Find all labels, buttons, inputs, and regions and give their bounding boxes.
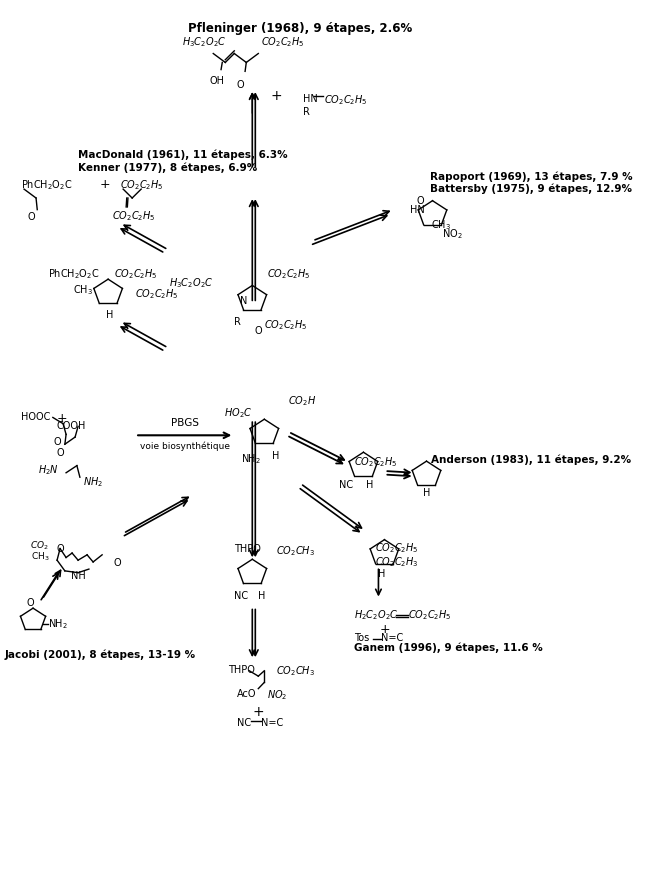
Text: THPO: THPO — [228, 665, 255, 674]
Text: CH$_3$: CH$_3$ — [73, 283, 93, 296]
Text: $CO_2C_2H_5$: $CO_2C_2H_5$ — [120, 178, 164, 192]
Text: Kenner (1977), 8 étapes, 6.9%: Kenner (1977), 8 étapes, 6.9% — [78, 162, 257, 173]
Text: +: + — [379, 623, 390, 636]
Text: $CO_2$: $CO_2$ — [30, 540, 49, 552]
Text: O: O — [113, 558, 121, 567]
Text: COOH: COOH — [56, 421, 86, 431]
Text: HN: HN — [409, 205, 424, 215]
Text: PBGS: PBGS — [171, 418, 199, 428]
Text: R: R — [303, 107, 310, 117]
Text: Tos: Tos — [355, 633, 370, 643]
Text: PhCH$_2$O$_2$C: PhCH$_2$O$_2$C — [21, 178, 72, 192]
Text: Ganem (1996), 9 étapes, 11.6 %: Ganem (1996), 9 étapes, 11.6 % — [355, 642, 543, 653]
Text: $H_3C_2O_2C$: $H_3C_2O_2C$ — [182, 36, 226, 49]
Text: NC: NC — [234, 591, 249, 600]
Text: +: + — [57, 412, 68, 425]
Text: $H_3C_2O_2C$: $H_3C_2O_2C$ — [168, 277, 213, 290]
Text: AcO: AcO — [238, 689, 257, 698]
Text: $NO_2$: $NO_2$ — [267, 689, 288, 702]
Text: $CO_2CH_3$: $CO_2CH_3$ — [276, 544, 315, 558]
Text: N: N — [240, 296, 247, 306]
Text: H: H — [106, 310, 114, 319]
Text: $CO_2C_2H_5$: $CO_2C_2H_5$ — [376, 541, 419, 555]
Text: O: O — [56, 448, 64, 458]
Text: O: O — [53, 437, 61, 447]
Text: R: R — [234, 317, 241, 326]
Text: $CO_2C_2H_5$: $CO_2C_2H_5$ — [135, 287, 179, 301]
Text: H: H — [423, 488, 430, 498]
Text: O: O — [28, 212, 35, 222]
Text: $H_2N$: $H_2N$ — [38, 463, 59, 477]
Text: PhCH$_2$O$_2$C: PhCH$_2$O$_2$C — [48, 268, 99, 281]
Text: H: H — [272, 451, 280, 461]
Text: $CO_2H$: $CO_2H$ — [288, 394, 316, 408]
Text: H: H — [378, 569, 385, 579]
Text: voie biosynthétique: voie biosynthétique — [140, 442, 230, 451]
Text: NH: NH — [70, 571, 86, 581]
Text: Rapoport (1969), 13 étapes, 7.9 %: Rapoport (1969), 13 étapes, 7.9 % — [430, 171, 632, 182]
Text: O: O — [56, 544, 64, 554]
Text: $H_2C_2O_2C$: $H_2C_2O_2C$ — [355, 608, 399, 622]
Text: H: H — [258, 591, 266, 600]
Text: $CO_2C_2H_5$: $CO_2C_2H_5$ — [111, 210, 155, 223]
Text: NO$_2$: NO$_2$ — [442, 227, 463, 241]
Text: NC: NC — [238, 718, 251, 728]
Text: O: O — [26, 598, 34, 607]
Text: Anderson (1983), 11 étapes, 9.2%: Anderson (1983), 11 étapes, 9.2% — [431, 455, 632, 466]
Text: $CO_2C_2H_5$: $CO_2C_2H_5$ — [324, 94, 368, 107]
Text: Battersby (1975), 9 étapes, 12.9%: Battersby (1975), 9 étapes, 12.9% — [430, 184, 632, 194]
Text: O: O — [236, 80, 244, 90]
Text: Jacobi (2001), 8 étapes, 13-19 %: Jacobi (2001), 8 étapes, 13-19 % — [5, 649, 196, 660]
Text: H: H — [367, 480, 374, 490]
Text: O: O — [417, 195, 424, 206]
Text: $CO_2C_2H_3$: $CO_2C_2H_3$ — [376, 555, 419, 568]
Text: Pfleninger (1968), 9 étapes, 2.6%: Pfleninger (1968), 9 étapes, 2.6% — [188, 22, 413, 36]
Text: NH$_2$: NH$_2$ — [241, 452, 261, 466]
Text: NC: NC — [339, 480, 353, 490]
Text: $CO_2C_2H_5$: $CO_2C_2H_5$ — [355, 455, 398, 468]
Text: N=C: N=C — [261, 718, 284, 728]
Text: $CO_2C_2H_5$: $CO_2C_2H_5$ — [265, 318, 308, 332]
Text: NH$_2$: NH$_2$ — [48, 617, 68, 632]
Text: $CO_2C_2H_5$: $CO_2C_2H_5$ — [261, 36, 304, 49]
Text: HN: HN — [303, 94, 318, 103]
Text: N=C: N=C — [382, 633, 404, 643]
Text: $CO_2C_2H_5$: $CO_2C_2H_5$ — [114, 268, 158, 281]
Text: OH: OH — [210, 76, 225, 86]
Text: $CO_2C_2H_5$: $CO_2C_2H_5$ — [267, 268, 311, 281]
Text: MacDonald (1961), 11 étapes, 6.3%: MacDonald (1961), 11 étapes, 6.3% — [78, 150, 288, 161]
Text: +: + — [253, 705, 264, 719]
Text: THPO: THPO — [234, 544, 261, 554]
Text: HOOC: HOOC — [21, 412, 51, 422]
Text: O: O — [255, 326, 262, 335]
Text: $NH_2$: $NH_2$ — [83, 475, 103, 489]
Text: $CO_2C_2H_5$: $CO_2C_2H_5$ — [409, 608, 452, 622]
Text: +: + — [100, 178, 111, 192]
Text: CH$_3$: CH$_3$ — [431, 219, 451, 232]
Text: $HO_2C$: $HO_2C$ — [224, 406, 252, 419]
Text: +: + — [270, 89, 282, 103]
Text: $CO_2CH_3$: $CO_2CH_3$ — [276, 665, 315, 678]
Text: CH$_3$: CH$_3$ — [31, 550, 49, 563]
